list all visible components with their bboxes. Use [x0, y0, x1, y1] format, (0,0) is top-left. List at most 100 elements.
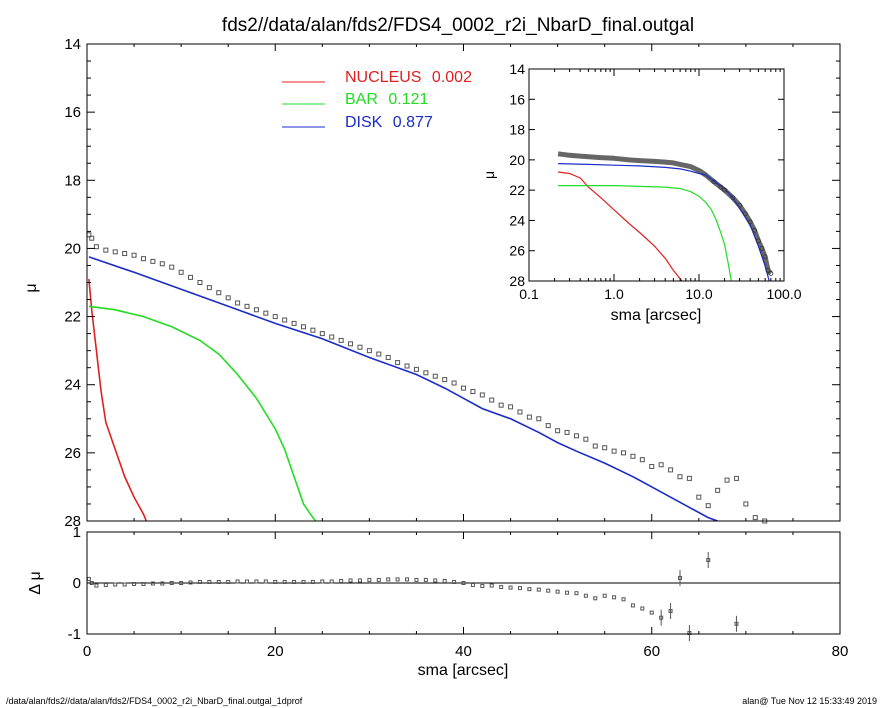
residual-point	[207, 579, 212, 584]
main-data-point	[621, 450, 627, 456]
main-data-point	[404, 363, 410, 369]
inset-data-point	[765, 267, 771, 273]
residual-point	[555, 589, 560, 594]
main-data-point	[103, 247, 109, 253]
inset-data-point	[759, 246, 765, 251]
residual-point	[141, 582, 146, 587]
residual-point	[132, 582, 137, 587]
main-data-point	[188, 274, 194, 280]
residual-point	[574, 591, 579, 596]
main-data-point	[197, 280, 203, 285]
residual-ylabel: Δ μ	[27, 571, 44, 594]
residual-point	[348, 578, 353, 583]
legend-nucleus-value: 0.002	[432, 69, 472, 86]
main-data-point	[150, 258, 156, 264]
main-data-point	[733, 475, 739, 481]
legend-label-nucleus: NUCLEUS 0.002	[345, 69, 472, 86]
residual-point	[452, 579, 457, 584]
residual-ytick-label: -1	[68, 626, 81, 643]
xtick-label: 20	[267, 643, 284, 660]
residual-point	[414, 577, 419, 582]
residual-point	[103, 583, 108, 588]
inset-data-point	[722, 187, 727, 193]
main-data-point	[140, 256, 146, 262]
inset-data-point	[752, 227, 757, 233]
main-data-point	[489, 397, 495, 403]
footer-timestamp: alan@ Tue Nov 12 15:33:49 2019	[742, 696, 877, 706]
main-data-point	[752, 515, 758, 521]
residual-point	[386, 577, 391, 582]
main-data-point	[225, 295, 231, 301]
legend-disk-name: DISK	[345, 114, 383, 131]
residual-point	[659, 615, 664, 620]
residual-point	[706, 558, 711, 563]
inset-ylabel: μ	[481, 171, 497, 179]
residual-point	[113, 582, 118, 587]
main-data-point	[244, 303, 250, 309]
residual-point	[367, 577, 372, 582]
residual-point	[489, 583, 494, 588]
inset-xtick-label: 100.0	[766, 286, 801, 302]
main-data-point	[498, 402, 504, 408]
main-data-point	[573, 433, 579, 439]
residual-point	[226, 579, 231, 584]
residual-point	[329, 579, 334, 584]
main-data-point	[451, 380, 457, 386]
inset-ytick-label: 18	[509, 122, 525, 138]
main-data-point	[282, 317, 288, 323]
residual-point	[442, 578, 447, 583]
main-data-point	[592, 443, 598, 449]
main-data-point	[122, 251, 128, 257]
residual-point	[612, 595, 617, 600]
inset-xtick-label: 10.0	[685, 286, 712, 302]
main-data-point	[300, 324, 306, 330]
main-ytick-label: 18	[64, 172, 81, 189]
residual-point	[245, 579, 250, 584]
residual-point	[160, 581, 165, 586]
main-data-point	[89, 235, 95, 241]
residual-point	[480, 584, 485, 589]
residual-point	[94, 583, 99, 588]
main-data-point	[263, 310, 269, 316]
main-data-point	[395, 360, 401, 366]
inset-xtick-label: 1.0	[604, 286, 624, 302]
residual-point	[536, 587, 541, 592]
main-data-point	[93, 244, 99, 250]
main-xlabel: sma [arcsec]	[418, 662, 509, 679]
inset-background	[529, 69, 784, 281]
main-data-point	[159, 261, 165, 267]
legend-bar-name: BAR	[345, 91, 378, 108]
residual-point	[640, 606, 645, 611]
inset-data-point	[718, 184, 724, 190]
inset-data-point	[747, 219, 753, 225]
main-data-point	[668, 467, 674, 473]
inset-ytick-label: 22	[509, 182, 525, 198]
inset-ytick-label: 24	[509, 212, 525, 228]
main-ticks: 14 16 18 20 22 24 26 28	[64, 36, 841, 530]
residual-point	[282, 579, 287, 584]
residual-point	[433, 578, 438, 583]
residual-points	[86, 552, 739, 641]
inset-ytick-label: 14	[509, 61, 525, 77]
main-data-point	[583, 436, 589, 442]
inset-ticks: 0.1 1.0 10.0 100.0 14 16 18 20 22 24 26 28	[509, 61, 801, 302]
main-data-point	[206, 285, 212, 291]
inset-data-point	[737, 202, 742, 208]
residual-point	[593, 596, 598, 601]
residual-point	[376, 577, 381, 582]
main-data-point	[743, 501, 749, 507]
legend-label-disk: DISK 0.877	[345, 114, 433, 131]
main-data-point	[216, 290, 222, 296]
inset-points	[711, 179, 774, 276]
main-ytick-label: 24	[64, 377, 81, 394]
residual-point	[583, 593, 588, 598]
xtick-label: 60	[643, 643, 660, 660]
inset-data-band	[557, 151, 773, 276]
main-ytick-label: 20	[64, 240, 81, 257]
residual-point	[423, 577, 428, 582]
residual-point	[179, 581, 184, 585]
main-data-point	[310, 327, 316, 333]
main-data-point	[564, 429, 570, 435]
main-ytick-label: 26	[64, 445, 81, 462]
residual-point	[273, 579, 278, 584]
